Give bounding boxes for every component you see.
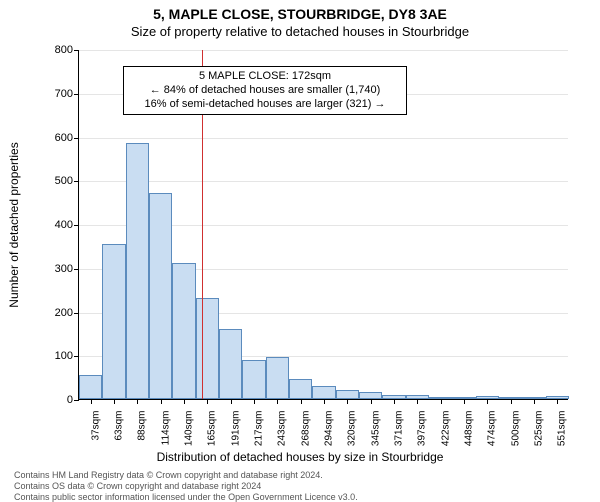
xtick-label: 525sqm — [534, 411, 545, 447]
gridline — [79, 50, 568, 51]
page: 5, MAPLE CLOSE, STOURBRIDGE, DY8 3AE Siz… — [0, 0, 600, 500]
xtick-mark — [417, 399, 418, 404]
ytick-label: 700 — [55, 88, 73, 100]
xtick-label: 63sqm — [114, 411, 125, 441]
xtick-mark — [511, 399, 512, 404]
ytick-mark — [74, 269, 79, 270]
annotation-line: 5 MAPLE CLOSE: 172sqm — [130, 70, 400, 84]
histogram-bar — [102, 244, 125, 399]
xtick-mark — [324, 399, 325, 404]
xtick-label: 294sqm — [324, 411, 335, 447]
y-axis-label: Number of detached properties — [7, 142, 21, 307]
xtick-label: 243sqm — [277, 411, 288, 447]
xtick-mark — [464, 399, 465, 404]
xtick-mark — [441, 399, 442, 404]
ytick-mark — [74, 94, 79, 95]
histogram-bar — [266, 357, 289, 399]
histogram-bar — [336, 390, 359, 399]
xtick-mark — [557, 399, 558, 404]
xtick-label: 268sqm — [300, 411, 311, 447]
xtick-mark — [91, 399, 92, 404]
annotation-box: 5 MAPLE CLOSE: 172sqm← 84% of detached h… — [123, 66, 407, 115]
xtick-mark — [254, 399, 255, 404]
xtick-label: 345sqm — [370, 411, 381, 447]
xtick-label: 551sqm — [557, 411, 568, 447]
xtick-mark — [277, 399, 278, 404]
gridline — [79, 138, 568, 139]
xtick-mark — [371, 399, 372, 404]
xtick-mark — [534, 399, 535, 404]
chart-title: 5, MAPLE CLOSE, STOURBRIDGE, DY8 3AE — [0, 0, 600, 22]
histogram-bar — [196, 298, 219, 399]
annotation-line: ← 84% of detached houses are smaller (1,… — [130, 84, 400, 98]
chart-area: 010020030040050060070080037sqm63sqm88sqm… — [78, 50, 568, 400]
chart-subtitle: Size of property relative to detached ho… — [0, 22, 600, 39]
ytick-mark — [74, 225, 79, 226]
gridline — [79, 181, 568, 182]
xtick-label: 88sqm — [137, 411, 148, 441]
xtick-mark — [487, 399, 488, 404]
ytick-mark — [74, 313, 79, 314]
xtick-label: 500sqm — [510, 411, 521, 447]
xtick-mark — [184, 399, 185, 404]
ytick-mark — [74, 138, 79, 139]
xtick-label: 165sqm — [207, 411, 218, 447]
footer-line: Contains HM Land Registry data © Crown c… — [14, 470, 358, 481]
xtick-mark — [231, 399, 232, 404]
xtick-mark — [347, 399, 348, 404]
footer-line: Contains public sector information licen… — [14, 492, 358, 502]
ytick-label: 800 — [55, 44, 73, 56]
histogram-bar — [312, 386, 335, 399]
xtick-mark — [207, 399, 208, 404]
xtick-mark — [301, 399, 302, 404]
ytick-label: 300 — [55, 263, 73, 275]
histogram-bar — [242, 360, 265, 399]
xtick-label: 140sqm — [184, 411, 195, 447]
ytick-mark — [74, 356, 79, 357]
xtick-mark — [394, 399, 395, 404]
xtick-label: 37sqm — [90, 411, 101, 441]
ytick-label: 500 — [55, 175, 73, 187]
ytick-label: 200 — [55, 307, 73, 319]
histogram-bar — [219, 329, 242, 399]
xtick-label: 397sqm — [417, 411, 428, 447]
xtick-mark — [137, 399, 138, 404]
xtick-label: 371sqm — [394, 411, 405, 447]
ytick-label: 400 — [55, 219, 73, 231]
ytick-label: 100 — [55, 350, 73, 362]
footer-line: Contains OS data © Crown copyright and d… — [14, 481, 358, 492]
xtick-label: 114sqm — [160, 411, 171, 446]
histogram-bar — [126, 143, 149, 399]
plot-region: 010020030040050060070080037sqm63sqm88sqm… — [78, 50, 568, 400]
ytick-mark — [74, 181, 79, 182]
histogram-bar — [289, 379, 312, 399]
footer-attribution: Contains HM Land Registry data © Crown c… — [14, 470, 358, 502]
ytick-label: 0 — [67, 394, 73, 406]
x-axis-label: Distribution of detached houses by size … — [0, 450, 600, 464]
xtick-mark — [161, 399, 162, 404]
histogram-bar — [172, 263, 195, 399]
xtick-mark — [114, 399, 115, 404]
histogram-bar — [79, 375, 102, 399]
xtick-label: 320sqm — [347, 411, 358, 447]
ytick-mark — [74, 400, 79, 401]
ytick-label: 600 — [55, 132, 73, 144]
xtick-label: 474sqm — [487, 411, 498, 447]
xtick-label: 191sqm — [230, 411, 241, 447]
annotation-line: 16% of semi-detached houses are larger (… — [130, 98, 400, 112]
ytick-mark — [74, 50, 79, 51]
xtick-label: 422sqm — [440, 411, 451, 447]
xtick-label: 448sqm — [464, 411, 475, 447]
xtick-label: 217sqm — [254, 411, 265, 447]
histogram-bar — [149, 193, 172, 399]
